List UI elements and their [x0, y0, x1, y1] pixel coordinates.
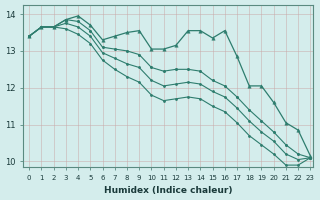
- X-axis label: Humidex (Indice chaleur): Humidex (Indice chaleur): [104, 186, 232, 195]
